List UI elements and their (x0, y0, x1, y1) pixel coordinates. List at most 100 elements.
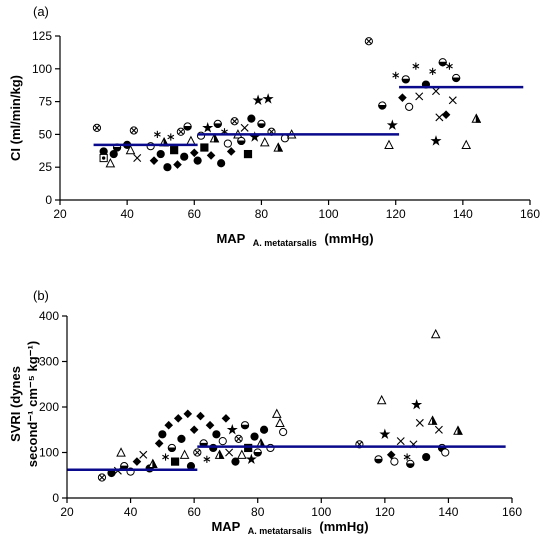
panel-a-data-point (405, 102, 414, 111)
panel-b-data-point (231, 457, 240, 466)
panel-a-data-point (452, 73, 461, 83)
panel-a-data-point (252, 94, 264, 105)
panel-a-data-point (230, 117, 239, 126)
panel-b-data-point (214, 449, 225, 459)
panel-b-data-point (250, 432, 259, 441)
panel-b-data-point (205, 420, 215, 430)
panel-a-xtick-label: 100 (319, 207, 339, 221)
panel-b-data-point (158, 430, 167, 439)
panel-b-xtick-label: 60 (187, 505, 201, 519)
panel-b-data-point (196, 411, 205, 421)
panel-a-data-point (247, 114, 256, 123)
panel-b-data-point (173, 414, 183, 423)
panel-a-xlabel: MAP A. metatarsalis (mmHg) (216, 231, 373, 249)
panel-a-data-point (129, 126, 138, 135)
panel-a-data-point (448, 96, 457, 105)
panel-a-data-point (105, 157, 116, 168)
panel-a-data-point (189, 148, 199, 158)
panel-a-data-point (461, 139, 472, 149)
panel-a-data-point (193, 156, 202, 165)
panel-a-data-point (209, 133, 220, 143)
panel-a-data-point (259, 136, 270, 147)
panel-b-data-point (189, 425, 199, 435)
panel-a-data-point (441, 110, 451, 120)
panel-a-data-point (92, 123, 102, 132)
panel-b-data-point (234, 434, 243, 443)
panel-a-data-point (237, 136, 246, 146)
panel-b-data-point (430, 328, 441, 339)
panel-a-data-point (163, 163, 172, 172)
panel-a-data-point (200, 143, 209, 152)
panel-b-data-point (271, 408, 282, 418)
panel-a-data-point (186, 135, 196, 146)
panel-a-data-point (206, 151, 216, 160)
panel-a-data-point (226, 147, 236, 156)
panel-a-data-point (364, 37, 373, 46)
panel-b-data-point (379, 428, 391, 439)
panel-a-data-point (430, 135, 442, 146)
panel-a-data-point (257, 119, 266, 129)
panel-a-data-point (392, 71, 400, 79)
panel-b-data-point (162, 453, 169, 461)
panel-b-data-point (170, 457, 180, 466)
panel-b-data-point (390, 457, 399, 466)
panel-a-data-point (412, 62, 420, 70)
panel-a-data-point (435, 113, 444, 122)
panel-b-data-point (422, 452, 431, 462)
panel-b-data-point (167, 443, 176, 453)
panel-a-data-point (240, 123, 249, 132)
panel-b-data-point (411, 398, 423, 410)
panel-a-data-point (249, 131, 261, 142)
panel-a-ytick-label: 125 (32, 29, 52, 43)
panel-a-data-point (183, 122, 192, 131)
panel-b-data-point (193, 448, 202, 457)
panel-b-data-point (154, 439, 164, 448)
panel-a-ytick-label: 50 (39, 127, 53, 141)
panel-b-xtick-label: 140 (438, 505, 458, 519)
panel-b-data-point (203, 455, 211, 463)
panel-a-data-point (217, 159, 226, 168)
panel-b-data-point (374, 455, 383, 464)
panel-a-xtick-label: 40 (120, 207, 134, 221)
panel-b-ytick-label: 200 (39, 400, 59, 414)
panel-b-data-point (177, 434, 186, 443)
panel-a-data-point (176, 127, 185, 136)
panel-a-ytick-label: 25 (39, 160, 53, 174)
panel-b-data-point (406, 459, 415, 468)
panel-b-data-point (403, 453, 411, 461)
panel-a-data-point (262, 93, 274, 104)
panel-b-data-point (253, 448, 262, 457)
panel-b-data-point (139, 450, 148, 459)
panel-a-xtick-label: 140 (453, 207, 473, 221)
panel-b-data-point (427, 415, 438, 425)
panel-b-xtick-label: 40 (124, 505, 138, 519)
panel-a-xlabel-unit: (mmHg) (324, 231, 373, 246)
panel-a-xtick-label: 160 (520, 207, 540, 221)
panel-a-xtick-label: 80 (255, 207, 269, 221)
panel-a-data-point (133, 154, 142, 163)
panel-b-xtick-label: 120 (375, 505, 395, 519)
panel-a-data-point (398, 93, 407, 102)
panel-a-xtick-label: 60 (188, 207, 202, 221)
panel-a-data-point (99, 153, 108, 163)
panel-b-data-point (164, 420, 174, 430)
panel-a-data-point (153, 130, 161, 138)
panel-a-ytick-label: 100 (32, 62, 52, 76)
panel-a-data-point (378, 101, 387, 110)
panel-a-data-point (429, 67, 437, 76)
panel-a-data-point (432, 87, 440, 96)
panel-a-ytick-label: 75 (39, 95, 53, 109)
panel-b-data-point (225, 448, 234, 457)
panel-a-label: (a) (33, 4, 49, 19)
panel-b-ytick-label: 0 (52, 491, 59, 505)
panel-a-data-point (202, 122, 214, 133)
panel-a-data-point (446, 62, 453, 70)
panel-b-data-point (244, 443, 253, 453)
panel-a-xlabel-main: MAP (216, 231, 245, 246)
panel-b-ytick-label: 400 (39, 309, 59, 323)
panel-a: (a) 20 40 60 80 100 120 140 160 0 25 50 75 100 125 CI… (8, 4, 540, 249)
panel-b-label: (b) (33, 288, 49, 303)
panel-b-data-point (376, 394, 387, 405)
panel-b-data-point (245, 453, 257, 465)
panel-b-data-point (221, 414, 231, 423)
